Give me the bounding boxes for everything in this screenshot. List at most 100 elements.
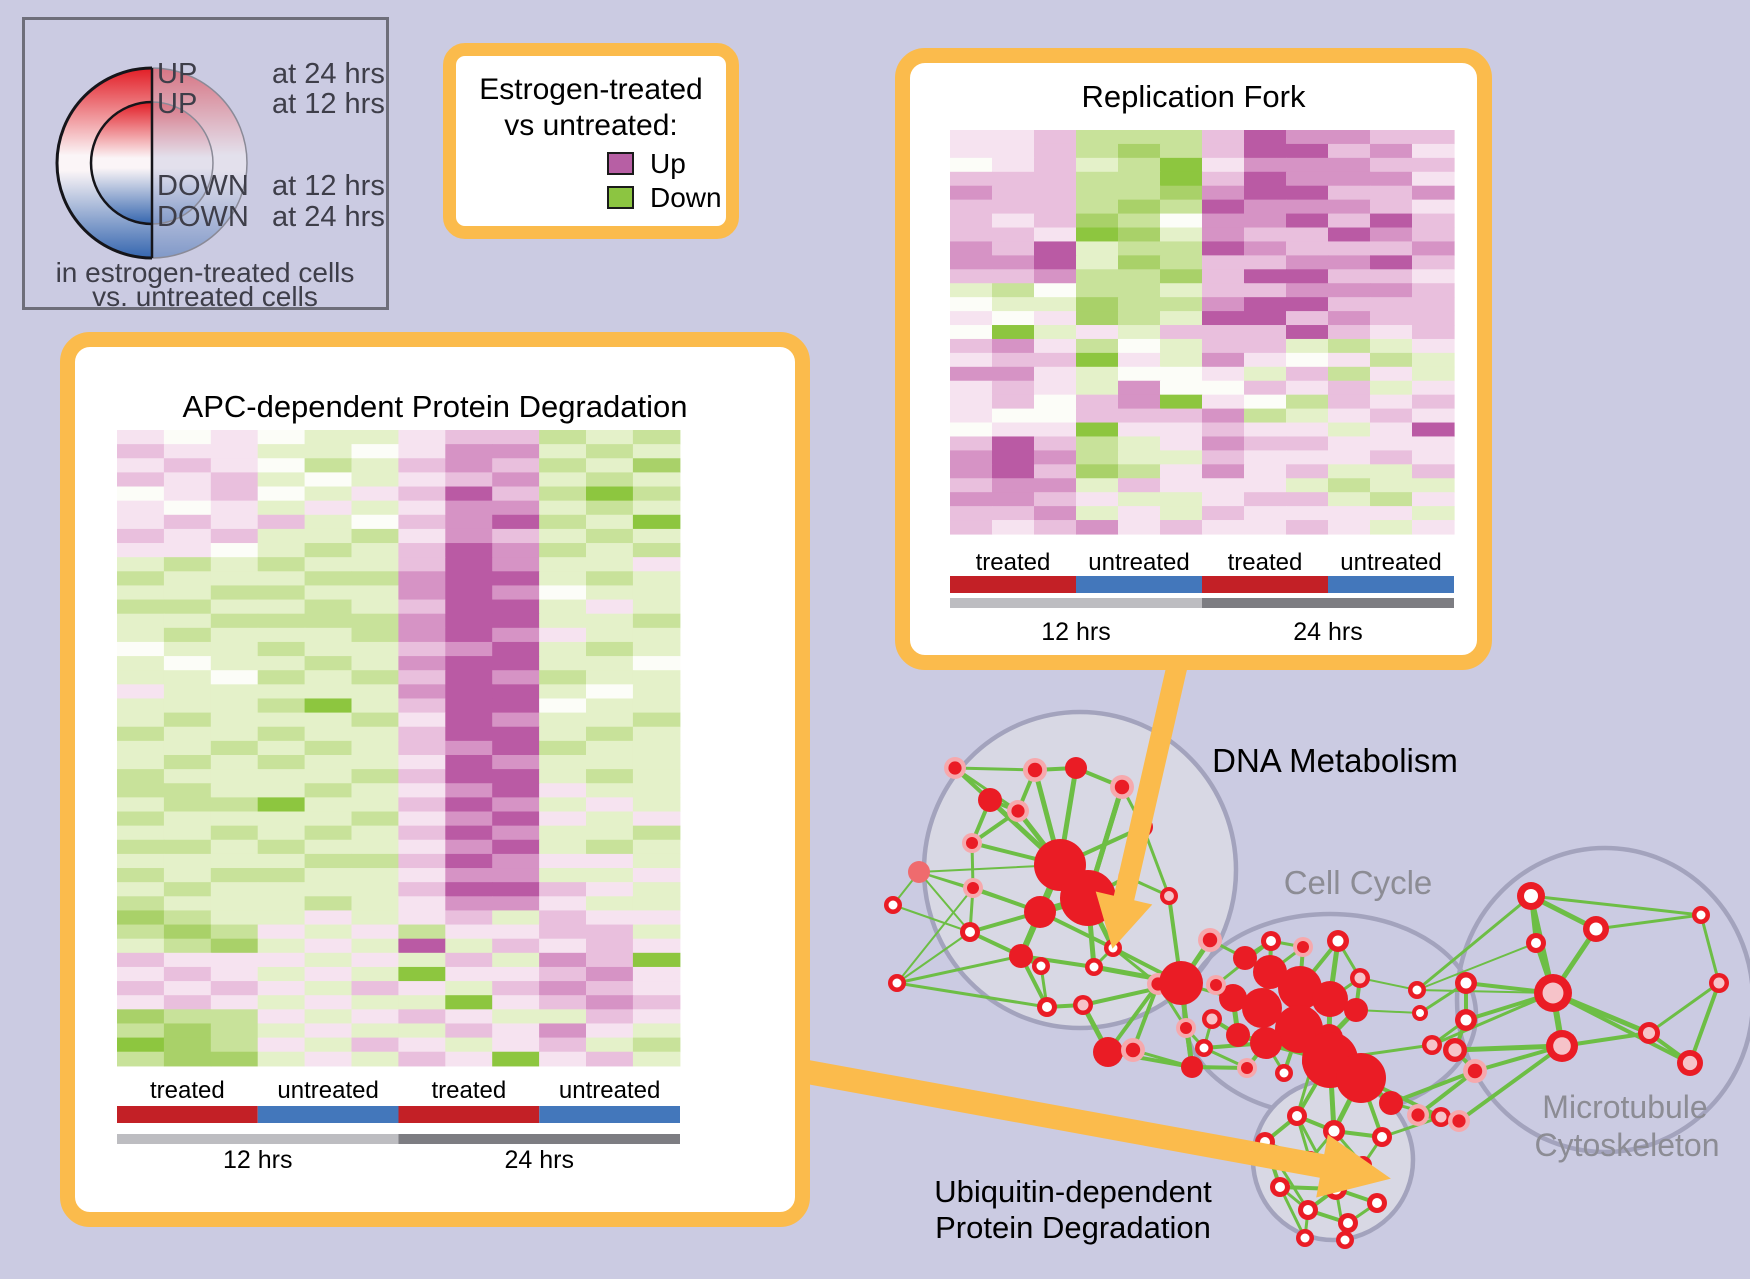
heatmap-cell (1412, 143, 1455, 159)
heatmap-cell (1202, 143, 1245, 159)
heatmap-cell (539, 853, 587, 869)
heatmap-cell (398, 670, 446, 685)
heatmap-cell (1034, 297, 1077, 312)
heatmap-cell (163, 712, 212, 728)
heatmap-cell (1412, 255, 1455, 270)
heatmap-cell (257, 430, 306, 445)
network-edge (892, 904, 971, 933)
heatmap-cell (117, 458, 165, 473)
heatmap-cell (398, 952, 446, 968)
heatmap-cell (1370, 130, 1413, 145)
heatmap-cell (1286, 311, 1329, 326)
heatmap-cell (1370, 422, 1413, 438)
heatmap-cell (163, 740, 212, 756)
heatmap-cell (257, 444, 306, 459)
heatmap-cell (539, 938, 587, 954)
heatmap-cell (1244, 311, 1287, 326)
heatmap-cell (1244, 436, 1287, 451)
heatmap-cell (398, 458, 446, 473)
heatmap-cell (950, 380, 993, 396)
time-label: 24 hrs (1293, 618, 1362, 646)
heatmap-cell (257, 853, 306, 869)
heatmap-cell (1412, 520, 1455, 535)
heatmap-cell (117, 444, 165, 459)
heatmap-cell (1034, 171, 1077, 187)
heatmap-cell (1286, 283, 1329, 298)
heatmap-cell (1076, 464, 1119, 479)
heatmap-cell (539, 528, 587, 544)
heatmap-cell (586, 670, 634, 685)
gene-node-center (1460, 1014, 1472, 1026)
heatmap-cell (1328, 352, 1371, 368)
heatmap-cell (1412, 130, 1455, 145)
heatmap-cell (445, 712, 493, 728)
heatmap-cell (351, 458, 399, 473)
untreated-bar (257, 1106, 399, 1123)
heatmap-cell (632, 571, 681, 587)
heatmap-cell (304, 1023, 353, 1039)
heatmap-cell (1076, 506, 1119, 521)
heatmap-cell (445, 1023, 493, 1039)
gene-node-center (1340, 1235, 1350, 1245)
heatmap-cell (304, 500, 353, 516)
gene-node-center (1467, 1063, 1483, 1079)
heatmap-cell (257, 613, 306, 629)
heatmap-cell (117, 585, 165, 601)
heatmap-cell (398, 486, 446, 502)
gene-node (1181, 1056, 1203, 1078)
heatmap-cell (992, 283, 1035, 298)
heatmap-cell (586, 754, 634, 770)
heatmap-cell (304, 952, 353, 968)
heatmap-cell (1370, 380, 1413, 396)
heatmap-cell (445, 500, 493, 516)
heatmap-cell (1118, 255, 1161, 270)
heatmap-cell (257, 656, 306, 671)
heatmap-cell (210, 1037, 259, 1053)
heatmap-cell (1412, 213, 1455, 229)
heatmap-cell (1202, 325, 1245, 340)
heatmap-cell (257, 1037, 306, 1053)
heatmap-cell (1202, 241, 1245, 256)
heatmap-cell (1412, 436, 1455, 451)
heatmap-cell (1370, 520, 1413, 535)
cluster-label: Protein Degradation (935, 1210, 1211, 1245)
heatmap-cell (586, 896, 634, 912)
heatmap-cell (1160, 157, 1203, 173)
heatmap-cell (539, 641, 587, 657)
heatmap-cell (586, 557, 634, 572)
heatmap-cell (1202, 311, 1245, 326)
heatmap-cell (1202, 213, 1245, 229)
heatmap-cell (632, 868, 681, 883)
network-edge (1551, 991, 1692, 1065)
heatmap-cell (1118, 408, 1161, 424)
heatmap-cell (586, 952, 634, 968)
heatmap-cell (163, 514, 212, 530)
ring-direction-label: UP (157, 88, 197, 120)
heatmap-cell (398, 543, 446, 558)
heatmap-cell (210, 868, 259, 883)
gene-node-center (1027, 762, 1043, 778)
heatmap-cell (304, 472, 353, 488)
heatmap-cell (1202, 422, 1245, 438)
heatmap-cell (351, 896, 399, 912)
heatmap-cell (163, 938, 212, 954)
ring-time-label: at 12 hrs (272, 170, 385, 202)
heatmap-cell (1412, 185, 1455, 201)
heatmap-cell (1286, 143, 1329, 159)
heatmap-cell (163, 839, 212, 855)
heatmap-cell (304, 627, 353, 643)
heatmap-cell (1202, 436, 1245, 451)
heatmap-cell (1160, 464, 1203, 479)
heatmap-cell (117, 853, 165, 869)
heatmap-cell (117, 769, 165, 784)
heatmap-cell (632, 811, 681, 827)
heatmap-cell (398, 910, 446, 926)
heatmap-cell (304, 514, 353, 530)
heatmap-cell (210, 500, 259, 516)
treated-bar (950, 576, 1076, 593)
heatmap-cell (950, 185, 993, 201)
heatmap-cell (351, 684, 399, 700)
heatmap-cell (492, 952, 540, 968)
heatmap-cell (1412, 199, 1455, 215)
heatmap-cell (257, 1051, 306, 1067)
